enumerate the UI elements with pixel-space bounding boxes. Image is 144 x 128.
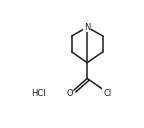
Text: O: O <box>66 89 73 98</box>
Text: HCl: HCl <box>31 89 45 98</box>
Text: N: N <box>84 23 90 32</box>
Text: Cl: Cl <box>103 89 111 98</box>
